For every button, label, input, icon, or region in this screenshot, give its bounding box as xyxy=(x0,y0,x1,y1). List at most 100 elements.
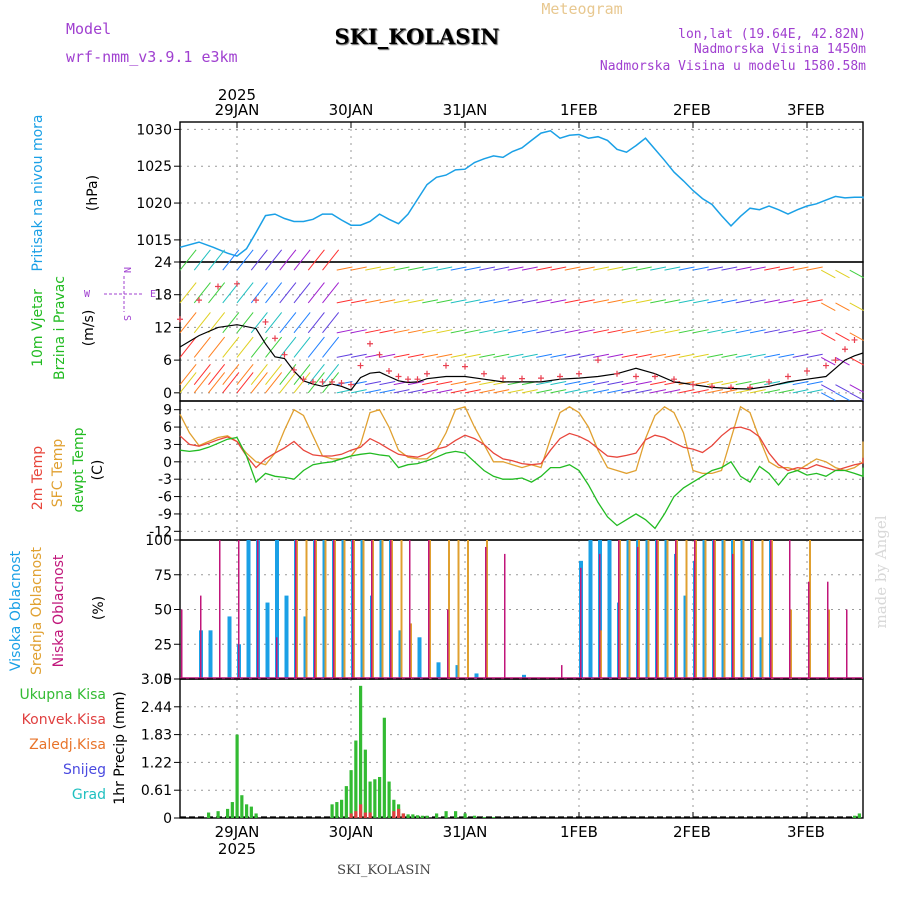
y-tick-label: -6 xyxy=(158,490,172,506)
wind-barb xyxy=(293,372,311,394)
cloud-bar-srednja-oblacnost xyxy=(828,609,830,679)
wind-barb xyxy=(365,380,382,386)
temp2m-label: 2m Temp xyxy=(30,446,46,510)
cloud-bar-srednja-oblacnost xyxy=(486,540,488,679)
wind-barb xyxy=(436,389,453,394)
cloud-bar-niska-oblacnost xyxy=(333,540,335,679)
precip-bar-total xyxy=(344,786,348,818)
wind-barb xyxy=(735,329,752,334)
wind-gust-marker xyxy=(281,351,288,358)
wind-barb xyxy=(307,336,325,358)
cloud-bar-niska-oblacnost xyxy=(732,553,734,679)
wind-barb xyxy=(550,389,567,394)
wind-barb xyxy=(564,299,581,304)
cloud-bar-srednja-oblacnost xyxy=(296,540,298,679)
precip-legend-conv: Konvek.Kisa xyxy=(22,712,106,728)
wind-barb xyxy=(179,363,197,385)
precip-bar-total xyxy=(435,813,439,818)
wind-barb xyxy=(236,312,254,334)
wind-barb xyxy=(650,389,667,394)
wind-barb xyxy=(764,380,781,386)
wind-barb xyxy=(707,329,724,334)
wind-gust-marker xyxy=(177,316,183,323)
y-tick-label: 75 xyxy=(154,568,172,584)
y-tick-label: 6 xyxy=(163,420,172,436)
dewpt-label: dewpt Temp xyxy=(71,427,87,512)
wind-barb xyxy=(749,299,766,304)
y-tick-label: -9 xyxy=(158,507,172,523)
wind-barb xyxy=(422,389,439,394)
wind-barb xyxy=(336,329,353,334)
wind-barb xyxy=(222,372,240,394)
wind-barb xyxy=(764,329,781,334)
cloud-bar-niska-oblacnost xyxy=(276,637,278,679)
wind-gust-marker xyxy=(348,381,354,388)
wind-barb xyxy=(721,299,738,304)
wind-barb xyxy=(749,353,766,358)
wind-barb xyxy=(407,299,424,304)
cloud-bar-srednja-oblacnost xyxy=(647,540,650,679)
wind-barb xyxy=(493,389,510,394)
wind-gust-marker xyxy=(253,297,259,304)
wind-barb xyxy=(265,312,283,334)
wind-gust-marker xyxy=(842,346,848,353)
wind-barb xyxy=(379,389,396,394)
wind-gust-marker xyxy=(386,368,392,375)
wind-gust-marker xyxy=(310,378,316,385)
cloud-bar-visoka-oblacnost xyxy=(522,674,526,679)
wind-barb xyxy=(193,336,211,358)
cloud-bar-srednja-oblacnost xyxy=(628,540,631,679)
cloud-bar-srednja-oblacnost xyxy=(400,540,403,679)
wind-barb xyxy=(507,389,524,394)
wind-gust-marker xyxy=(405,376,411,383)
wind-barb xyxy=(193,249,211,271)
wind-barb xyxy=(507,266,524,271)
wind-barb xyxy=(564,266,581,271)
wind-barb xyxy=(422,353,439,358)
meteogram-label: Meteogram xyxy=(541,0,622,18)
wind-gust-marker xyxy=(196,297,202,304)
y-tick-label: 18 xyxy=(154,288,172,304)
wind-barb xyxy=(379,266,396,271)
cloud-bar-srednja-oblacnost xyxy=(771,540,773,679)
wind-barb xyxy=(293,249,311,271)
cloud-bar-srednja-oblacnost xyxy=(638,540,640,679)
wind-barb xyxy=(208,363,226,385)
top-day-label-1: 30JAN xyxy=(329,101,374,119)
precip-bar-total xyxy=(230,802,234,818)
precip-bar-convective xyxy=(363,812,367,818)
wind-barb xyxy=(593,389,610,394)
top-day-label-5: 3FEB xyxy=(787,101,825,119)
wind-barb xyxy=(250,282,268,304)
cloud-bar-srednja-oblacnost xyxy=(362,540,365,679)
wind-barb xyxy=(578,353,595,358)
precip-unit: 1hr Precip (mm) xyxy=(112,691,128,804)
wind-barb xyxy=(450,353,467,358)
cloud-bar-srednja-oblacnost xyxy=(457,540,460,679)
wind-barb xyxy=(450,299,467,304)
wind-barb xyxy=(735,353,752,358)
wind-barb xyxy=(778,266,795,271)
wind-barb xyxy=(293,363,311,385)
wind-barb xyxy=(578,389,595,394)
cloud-bar-srednja-oblacnost xyxy=(353,540,355,679)
y-tick-label: 3.05 xyxy=(141,672,172,688)
wind-barb xyxy=(265,336,283,358)
precip-bar-total xyxy=(340,799,344,818)
wind-barb xyxy=(265,372,283,394)
precip-bar-total xyxy=(349,770,353,818)
cloud-bar-srednja-oblacnost xyxy=(704,540,707,679)
elevation-model-label: Nadmorska Visina u modelu 1580.58m xyxy=(600,59,866,74)
wind-gust-marker xyxy=(633,373,639,380)
wind-barb xyxy=(792,353,809,358)
wind-barb xyxy=(578,380,595,386)
y-tick-label: 25 xyxy=(154,637,172,653)
wind-barb xyxy=(749,329,766,334)
wind-barb xyxy=(365,266,382,271)
wind-gust-marker xyxy=(367,340,373,347)
precip-bar-total xyxy=(235,734,239,818)
precip-bar-total xyxy=(425,815,429,818)
wind-barb xyxy=(806,329,823,334)
wind-barb xyxy=(365,299,382,304)
cloud-bar-srednja-oblacnost xyxy=(790,609,792,679)
